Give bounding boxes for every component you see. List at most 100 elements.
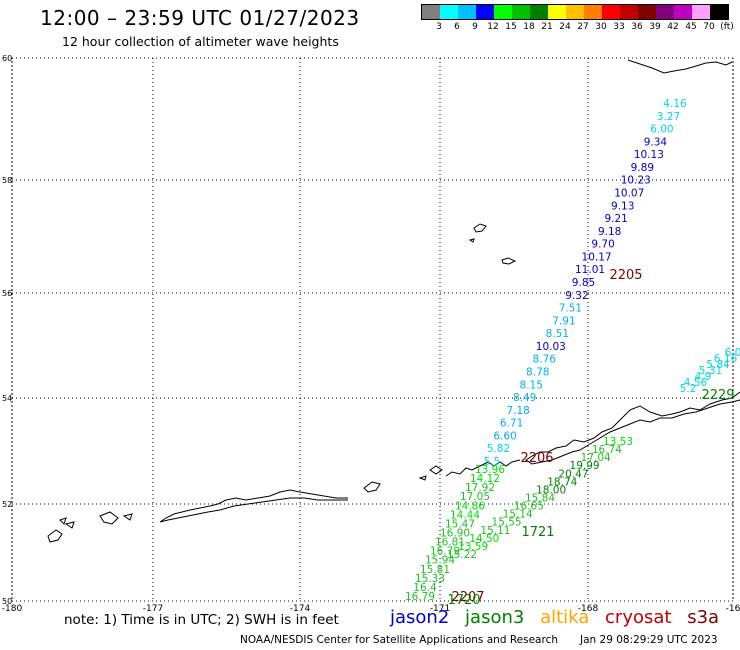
wave-height-label: 19.99 — [570, 460, 600, 472]
wave-height-label: 8.51 — [546, 328, 569, 340]
wave-height-label: 15.47 — [445, 518, 475, 530]
map-frame — [11, 57, 734, 602]
wave-height-label: 9.21 — [604, 213, 627, 225]
coastline-island — [418, 475, 427, 481]
wave-height-label: 15.94 — [425, 555, 455, 567]
coastline-island — [363, 481, 381, 493]
wave-height-label: 17.92 — [465, 482, 495, 494]
coastline-island — [429, 465, 443, 475]
coastline-island — [59, 517, 67, 525]
wave-height-label: 13.96 — [475, 464, 505, 476]
wave-height-label: 7.91 — [552, 315, 575, 327]
wave-height-label: 13.59 — [458, 541, 488, 553]
wave-height-label: 8.49 — [513, 392, 536, 404]
legend-label: 45 — [685, 22, 697, 32]
wave-height-label: 15.55 — [492, 517, 522, 529]
coastline-island — [473, 223, 487, 233]
wave-height-label: 14.86 — [455, 500, 485, 512]
longitude-label: -168 — [578, 604, 599, 614]
wave-height-label: 3.27 — [657, 111, 680, 123]
longitude-label: -171 — [430, 604, 450, 614]
longitude-label: -177 — [143, 604, 163, 614]
wave-height-label: 10.13 — [634, 149, 664, 161]
wave-height-label: 6.0 — [725, 347, 740, 359]
legend-swatch — [458, 5, 476, 19]
mission-cryosat: cryosat — [605, 607, 672, 628]
legend-label: 21 — [541, 22, 553, 32]
latitude-label: 56 — [2, 289, 12, 298]
mission-s3a: s3a — [687, 607, 720, 628]
legend-label: 70 — [703, 22, 715, 32]
altimeter-tracks: 4.163.276.009.3410.139.8910.2310.079.139… — [405, 98, 740, 608]
legend-label: 9 — [472, 22, 478, 32]
pass-time-label: 1721 — [521, 525, 554, 540]
legend-label: 39 — [649, 22, 661, 32]
wave-height-label: 18.00 — [536, 484, 566, 496]
wave-height-label: 15.81 — [420, 564, 450, 576]
wave-height-label: 9.18 — [598, 226, 621, 238]
wave-height-label: 5.31 — [699, 365, 722, 377]
wave-height-label: 9.13 — [611, 200, 634, 212]
legend-swatch — [710, 5, 728, 19]
legend-label: 27 — [577, 22, 589, 32]
mission-altika: altika — [540, 607, 590, 628]
coastline — [47, 59, 740, 543]
legend-swatch — [584, 5, 602, 19]
color-scale-legend: 3 6 9 12 15 18 21 24 27 30 33 36 39 42 45 70 (ft) — [421, 4, 734, 34]
wave-height-label: 16.81 — [435, 537, 465, 549]
wave-height-label: 9.34 — [644, 136, 668, 148]
wave-height-label: 16.4 — [413, 582, 437, 594]
legend-label: 3 — [436, 22, 442, 32]
wave-height-label: 18.74 — [547, 476, 577, 488]
legend-label: 12 — [487, 22, 499, 32]
map-gridlines — [11, 57, 734, 602]
wave-height-label: 9.70 — [591, 239, 614, 251]
wave-height-label: 17.05 — [460, 491, 490, 503]
wave-height-label: 10.03 — [536, 341, 566, 353]
legend-swatch — [566, 5, 584, 19]
legend-swatch — [494, 5, 512, 19]
coastline-island — [122, 513, 133, 521]
generation-timestamp: Jan 29 08:29:29 UTC 2023 — [580, 634, 718, 646]
coastline-aleutians-west — [159, 489, 348, 523]
coastline-mainland-north — [627, 59, 733, 74]
latitude-label: 50 — [2, 597, 12, 606]
wave-height-label: 16.65 — [514, 501, 544, 513]
coastline-peninsula — [525, 391, 740, 465]
wave-height-label: 6.16 — [714, 353, 738, 365]
legend-label: 15 — [505, 22, 517, 32]
legend-swatch — [638, 5, 656, 19]
wave-height-label: 6.60 — [493, 430, 516, 442]
legend-label: 36 — [631, 22, 643, 32]
page-subtitle: 12 hour collection of altimeter wave hei… — [62, 34, 339, 49]
wave-height-label: 5.82 — [487, 443, 510, 455]
legend-label: 24 — [559, 22, 571, 32]
pass-time-label: 2207 — [451, 590, 484, 605]
wave-height-label: 10.23 — [621, 175, 651, 187]
legend-label: 30 — [595, 22, 607, 32]
longitude-label: -16 — [726, 604, 740, 614]
wave-height-label: 7.18 — [506, 405, 529, 417]
latitude-label: 60 — [2, 54, 12, 63]
legend-swatch — [674, 5, 692, 19]
credit-line: NOAA/NESDIS Center for Satellite Applica… — [240, 634, 558, 646]
legend-swatch — [620, 5, 638, 19]
wave-height-label: 5.2 — [680, 383, 697, 395]
latitude-label: 58 — [2, 176, 12, 185]
mission-jason2: jason2 — [390, 607, 450, 628]
wave-height-label: 10.07 — [614, 188, 644, 200]
coastline-island — [99, 511, 119, 525]
legend-label: (ft) — [720, 22, 734, 32]
wave-height-label: 6.00 — [650, 124, 673, 136]
wave-height-label: 14.50 — [469, 533, 499, 545]
legend-label: 33 — [613, 22, 625, 32]
longitude-label: -174 — [290, 604, 311, 614]
wave-height-label: 8.76 — [533, 354, 557, 366]
wave-height-label: 16.79 — [405, 591, 435, 603]
latitude-label: 52 — [2, 500, 12, 509]
coastline-island — [47, 529, 63, 543]
coastline-island — [501, 257, 517, 265]
wave-height-label: 10.17 — [582, 251, 612, 263]
legend-swatch — [530, 5, 548, 19]
latitude-label: 54 — [2, 394, 12, 403]
